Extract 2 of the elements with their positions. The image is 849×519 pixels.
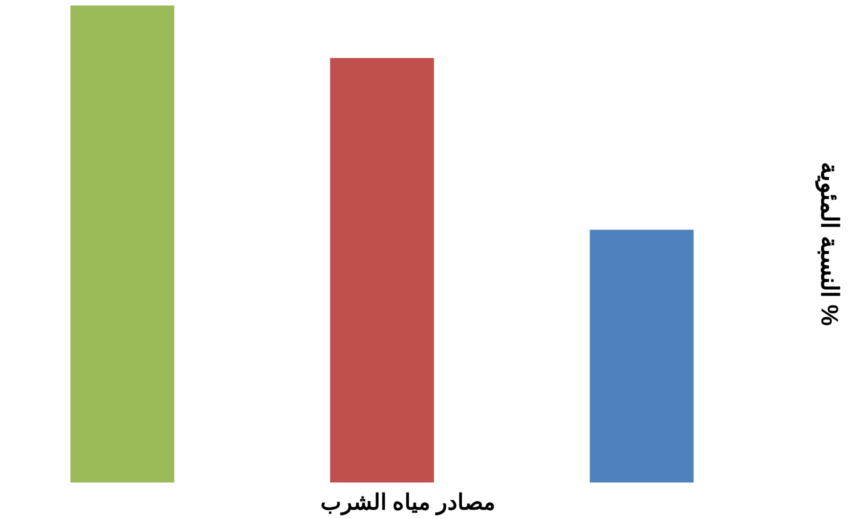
- y-axis-title: النسبة المئوية %: [814, 162, 842, 326]
- x-axis-title: مصادر مياه الشرب: [320, 490, 496, 516]
